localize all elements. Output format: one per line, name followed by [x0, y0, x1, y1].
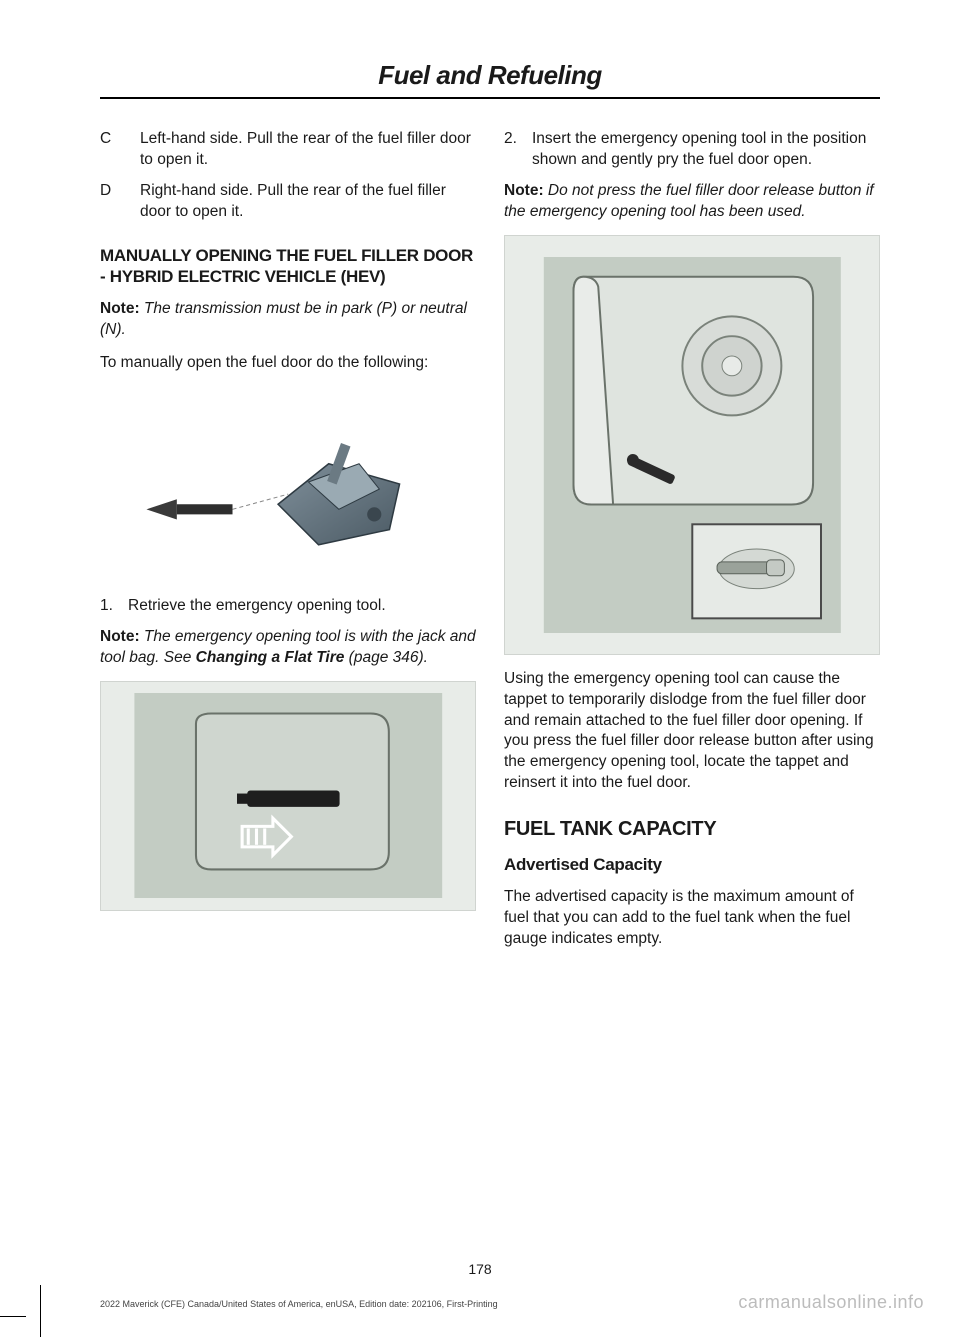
- figure-fuel-door-closed: [100, 681, 476, 911]
- step-text: Retrieve the emergency opening tool.: [128, 596, 476, 617]
- fuel-door-closed-icon: [120, 693, 457, 898]
- note-body: Do not press the fuel filler door releas…: [504, 182, 874, 220]
- step-number: 2.: [504, 129, 532, 171]
- definition-text: Left-hand side. Pull the rear of the fue…: [140, 129, 476, 171]
- section-heading: MANUALLY OPENING THE FUEL FILLER DOOR - …: [100, 245, 476, 288]
- step-text: Insert the emergency opening tool in the…: [532, 129, 880, 171]
- watermark: carmanualsonline.info: [738, 1292, 924, 1313]
- definition-text: Right-hand side. Pull the rear of the fu…: [140, 181, 476, 223]
- note-body-post: (page 346).: [344, 649, 428, 666]
- header-rule: [100, 97, 880, 99]
- crop-mark-icon: [0, 1316, 26, 1317]
- page-number: 178: [0, 1261, 960, 1277]
- ordered-step: 2. Insert the emergency opening tool in …: [504, 129, 880, 171]
- section-heading-h2: Advertised Capacity: [504, 855, 880, 875]
- body-text: Using the emergency opening tool can cau…: [504, 669, 880, 795]
- page: Fuel and Refueling C Left-hand side. Pul…: [0, 0, 960, 1337]
- body-text: The advertised capacity is the maximum a…: [504, 887, 880, 950]
- body-text: To manually open the fuel door do the fo…: [100, 353, 476, 374]
- note-label: Note:: [100, 300, 140, 317]
- ordered-step: 1. Retrieve the emergency opening tool.: [100, 596, 476, 617]
- note-body: The transmission must be in park (P) or …: [100, 300, 467, 338]
- note-block: Note: The emergency opening tool is with…: [100, 627, 476, 669]
- two-column-layout: C Left-hand side. Pull the rear of the f…: [100, 129, 880, 962]
- crop-mark-icon: [40, 1285, 41, 1337]
- note-label: Note:: [100, 628, 140, 645]
- note-block: Note: Do not press the fuel filler door …: [504, 181, 880, 223]
- definition-label: C: [100, 129, 140, 171]
- figure-emergency-tool: [100, 394, 476, 574]
- definition-label: D: [100, 181, 140, 223]
- definition-row: D Right-hand side. Pull the rear of the …: [100, 181, 476, 223]
- fuel-door-open-icon: [524, 257, 861, 633]
- definition-list: C Left-hand side. Pull the rear of the f…: [100, 129, 476, 223]
- step-number: 1.: [100, 596, 128, 617]
- note-label: Note:: [504, 182, 544, 199]
- section-heading-h1: FUEL TANK CAPACITY: [504, 818, 880, 841]
- cross-reference: Changing a Flat Tire: [196, 649, 345, 666]
- footer-metadata: 2022 Maverick (CFE) Canada/United States…: [100, 1299, 498, 1309]
- chapter-title: Fuel and Refueling: [100, 60, 880, 91]
- right-column: 2. Insert the emergency opening tool in …: [504, 129, 880, 962]
- note-block: Note: The transmission must be in park (…: [100, 299, 476, 341]
- figure-fuel-door-open: [504, 235, 880, 655]
- left-column: C Left-hand side. Pull the rear of the f…: [100, 129, 476, 962]
- definition-row: C Left-hand side. Pull the rear of the f…: [100, 129, 476, 171]
- tool-illustration-icon: [119, 403, 457, 565]
